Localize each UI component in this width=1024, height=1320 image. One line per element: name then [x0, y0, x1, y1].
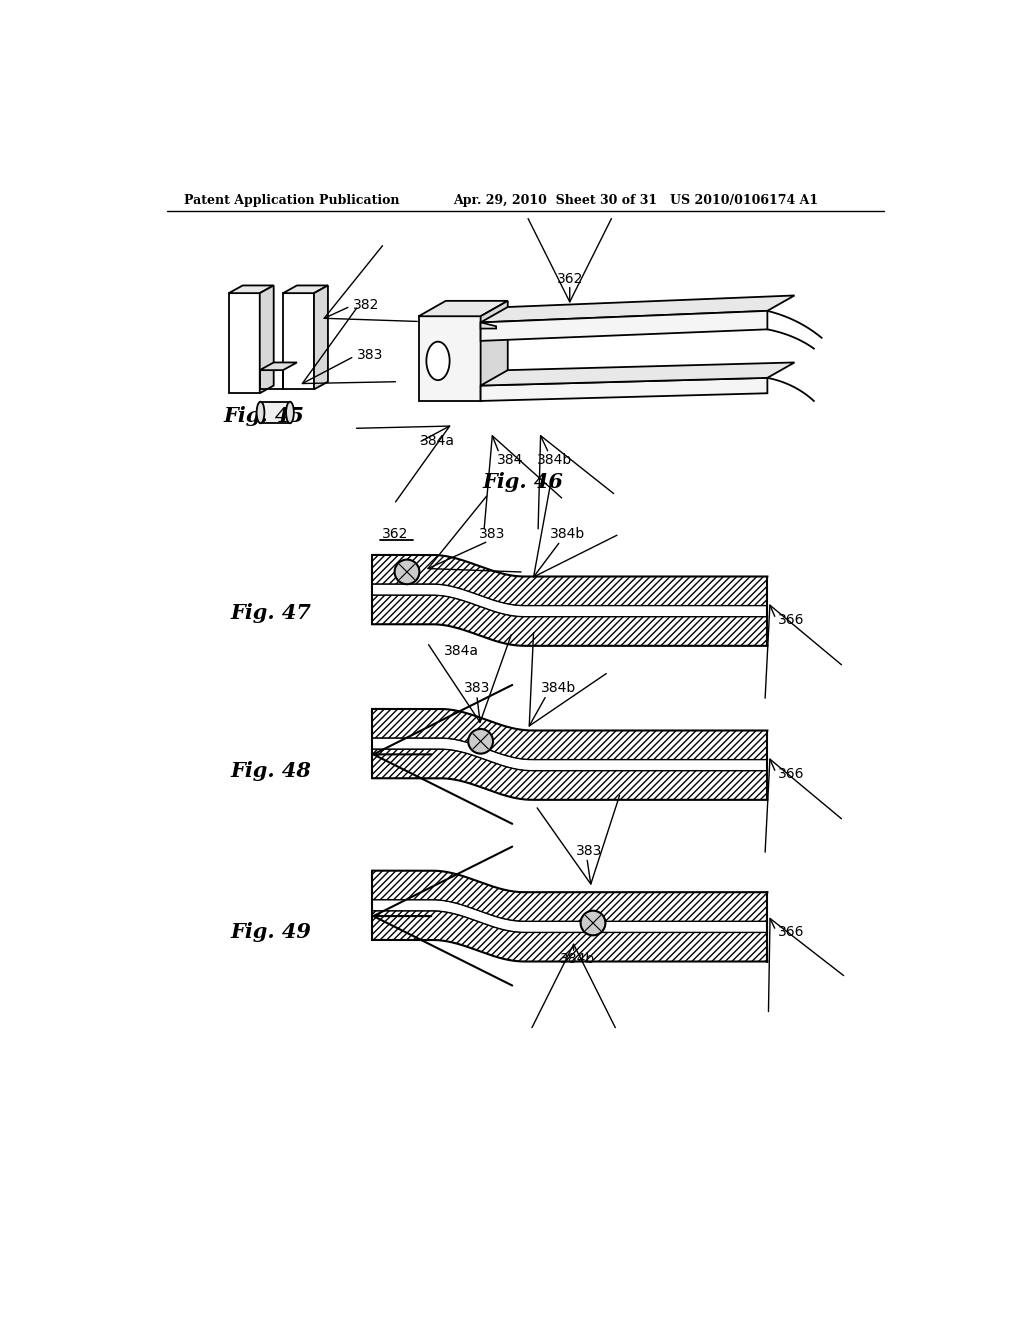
Text: 383: 383 [479, 527, 506, 541]
Text: Patent Application Publication: Patent Application Publication [183, 194, 399, 207]
Text: Fig. 45: Fig. 45 [223, 407, 304, 426]
Ellipse shape [257, 401, 264, 424]
Text: 384a: 384a [420, 434, 456, 447]
Circle shape [581, 911, 605, 936]
Text: 382: 382 [352, 298, 379, 312]
Polygon shape [372, 911, 767, 961]
Text: Fig. 49: Fig. 49 [231, 923, 312, 942]
Polygon shape [260, 401, 290, 424]
Text: 384b: 384b [560, 952, 595, 966]
Text: Apr. 29, 2010  Sheet 30 of 31: Apr. 29, 2010 Sheet 30 of 31 [454, 194, 657, 207]
Polygon shape [260, 363, 297, 370]
Text: 366: 366 [777, 767, 804, 781]
Text: Fig. 47: Fig. 47 [231, 603, 312, 623]
Polygon shape [480, 296, 795, 322]
Text: 384a: 384a [443, 644, 479, 659]
Text: 366: 366 [777, 925, 804, 940]
Polygon shape [480, 301, 508, 401]
Circle shape [468, 729, 493, 754]
Polygon shape [372, 595, 767, 645]
Polygon shape [372, 709, 767, 759]
Polygon shape [260, 285, 273, 393]
Polygon shape [372, 871, 767, 921]
Text: US 2010/0106174 A1: US 2010/0106174 A1 [671, 194, 818, 207]
Circle shape [394, 560, 420, 585]
Text: 383: 383 [575, 845, 602, 858]
Polygon shape [480, 378, 767, 401]
Polygon shape [419, 301, 508, 317]
Text: Fig. 46: Fig. 46 [482, 471, 563, 492]
Text: 384b: 384b [550, 527, 585, 541]
Polygon shape [283, 285, 328, 293]
Text: 383: 383 [464, 681, 489, 696]
Polygon shape [480, 322, 496, 329]
Ellipse shape [426, 342, 450, 380]
Polygon shape [480, 363, 795, 385]
Polygon shape [372, 554, 767, 606]
Text: Fig. 48: Fig. 48 [231, 760, 312, 780]
Text: 362: 362 [382, 527, 409, 541]
Text: 366: 366 [777, 614, 804, 627]
Polygon shape [314, 285, 328, 389]
Ellipse shape [286, 401, 294, 424]
Text: 384: 384 [497, 453, 523, 467]
Polygon shape [228, 285, 273, 293]
Polygon shape [419, 317, 480, 401]
Text: 384b: 384b [538, 453, 572, 467]
Polygon shape [372, 750, 767, 800]
Polygon shape [480, 312, 767, 341]
Text: 362: 362 [557, 272, 583, 286]
Text: 384b: 384b [541, 681, 575, 696]
Text: 383: 383 [356, 347, 383, 362]
